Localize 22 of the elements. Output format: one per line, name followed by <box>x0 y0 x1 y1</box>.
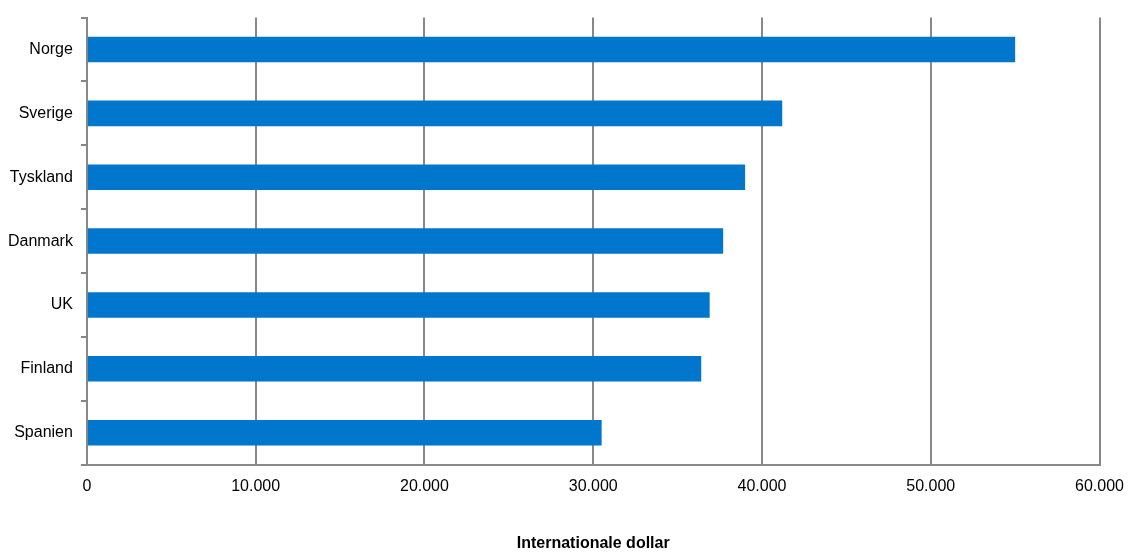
x-axis-title: Internationale dollar <box>516 533 670 551</box>
y-tick-label: Tyskland <box>9 167 73 185</box>
y-tick-label: Norge <box>29 39 74 57</box>
y-tick-label: Sverige <box>18 103 74 121</box>
bar <box>87 419 602 446</box>
y-tick-label: Danmark <box>8 231 74 249</box>
bar <box>87 292 710 318</box>
bar <box>87 356 702 382</box>
y-tick-label: Finland <box>20 359 73 377</box>
bar <box>87 228 724 254</box>
x-tick-label: 40.000 <box>737 476 787 494</box>
y-tick-label: Spanien <box>14 423 73 441</box>
x-tick-label: 10.000 <box>231 476 281 494</box>
x-tick-label: 60.000 <box>1075 476 1125 494</box>
y-tick-label: UK <box>50 295 74 313</box>
x-tick-label: 0 <box>82 476 92 494</box>
bar <box>87 36 1016 63</box>
x-tick-label: 30.000 <box>568 476 618 494</box>
x-tick-label: 20.000 <box>399 476 450 494</box>
bar <box>87 164 746 191</box>
x-tick-label: 50.000 <box>906 476 956 494</box>
bar <box>87 100 783 127</box>
